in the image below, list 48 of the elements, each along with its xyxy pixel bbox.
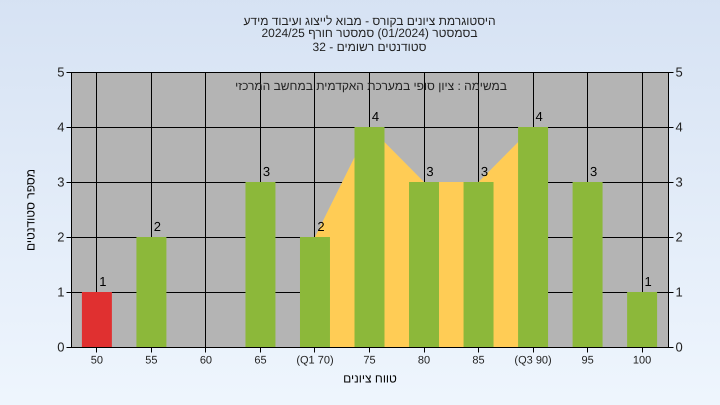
- y2-tick-label: 0: [676, 340, 683, 354]
- bar: [518, 127, 548, 347]
- x-tick-label: 100: [632, 354, 652, 366]
- x-tick-label: (Q3 90): [514, 354, 552, 366]
- bar: [627, 292, 658, 347]
- y-tick-label: 5: [57, 64, 64, 80]
- y-tick-label: 0: [57, 340, 64, 354]
- bar: [354, 127, 384, 347]
- x-tick-label: 95: [581, 354, 594, 366]
- data-label: 3: [480, 164, 488, 179]
- data-label: 4: [372, 109, 380, 124]
- x-tick-label: 55: [145, 354, 158, 366]
- data-label: 3: [590, 164, 598, 179]
- y-tick-label: 1: [57, 284, 64, 300]
- data-label: 3: [426, 164, 434, 179]
- data-label: 1: [99, 274, 107, 289]
- y2-tick-label: 3: [676, 174, 683, 190]
- x-axis-title: טווח ציונים: [343, 372, 398, 386]
- bar: [136, 237, 166, 347]
- x-tick-label: 80: [418, 354, 430, 366]
- bar: [245, 182, 276, 347]
- text: בסמסטר (01/2024) סמסטר חורף 2024/25: [261, 26, 478, 40]
- data-label: 2: [317, 219, 325, 234]
- y2-tick-label: 2: [676, 230, 683, 244]
- data-label: 4: [535, 109, 543, 124]
- bar: [572, 182, 603, 347]
- bar: [464, 182, 494, 347]
- y-tick-label: 3: [57, 174, 64, 190]
- x-tick-label: (Q1 70): [296, 354, 334, 366]
- data-label: 2: [154, 219, 162, 234]
- chart-title: היסטוגרמת ציונים בקורס - מבוא לייצוג ועיבוד מידע: [243, 14, 496, 28]
- x-tick-label: 60: [200, 354, 212, 366]
- x-tick-label: 75: [363, 354, 376, 366]
- y2-tick-label: 4: [676, 120, 683, 134]
- bar: [82, 292, 112, 347]
- x-tick-label: 85: [472, 354, 485, 366]
- y-tick-label: 2: [57, 230, 64, 244]
- data-label: 1: [644, 274, 652, 289]
- x-tick-label: 65: [254, 354, 267, 366]
- data-label: 3: [262, 164, 270, 179]
- text: סטודנטים רשומים - 32: [312, 40, 426, 54]
- y-axis-title: מספר סטודנטים: [23, 168, 38, 252]
- y-tick-label: 4: [57, 120, 64, 134]
- bar: [409, 182, 440, 347]
- x-tick-label: 50: [90, 354, 104, 366]
- y2-tick-label: 1: [676, 284, 683, 300]
- bar: [300, 237, 330, 347]
- y2-tick-label: 5: [676, 64, 683, 80]
